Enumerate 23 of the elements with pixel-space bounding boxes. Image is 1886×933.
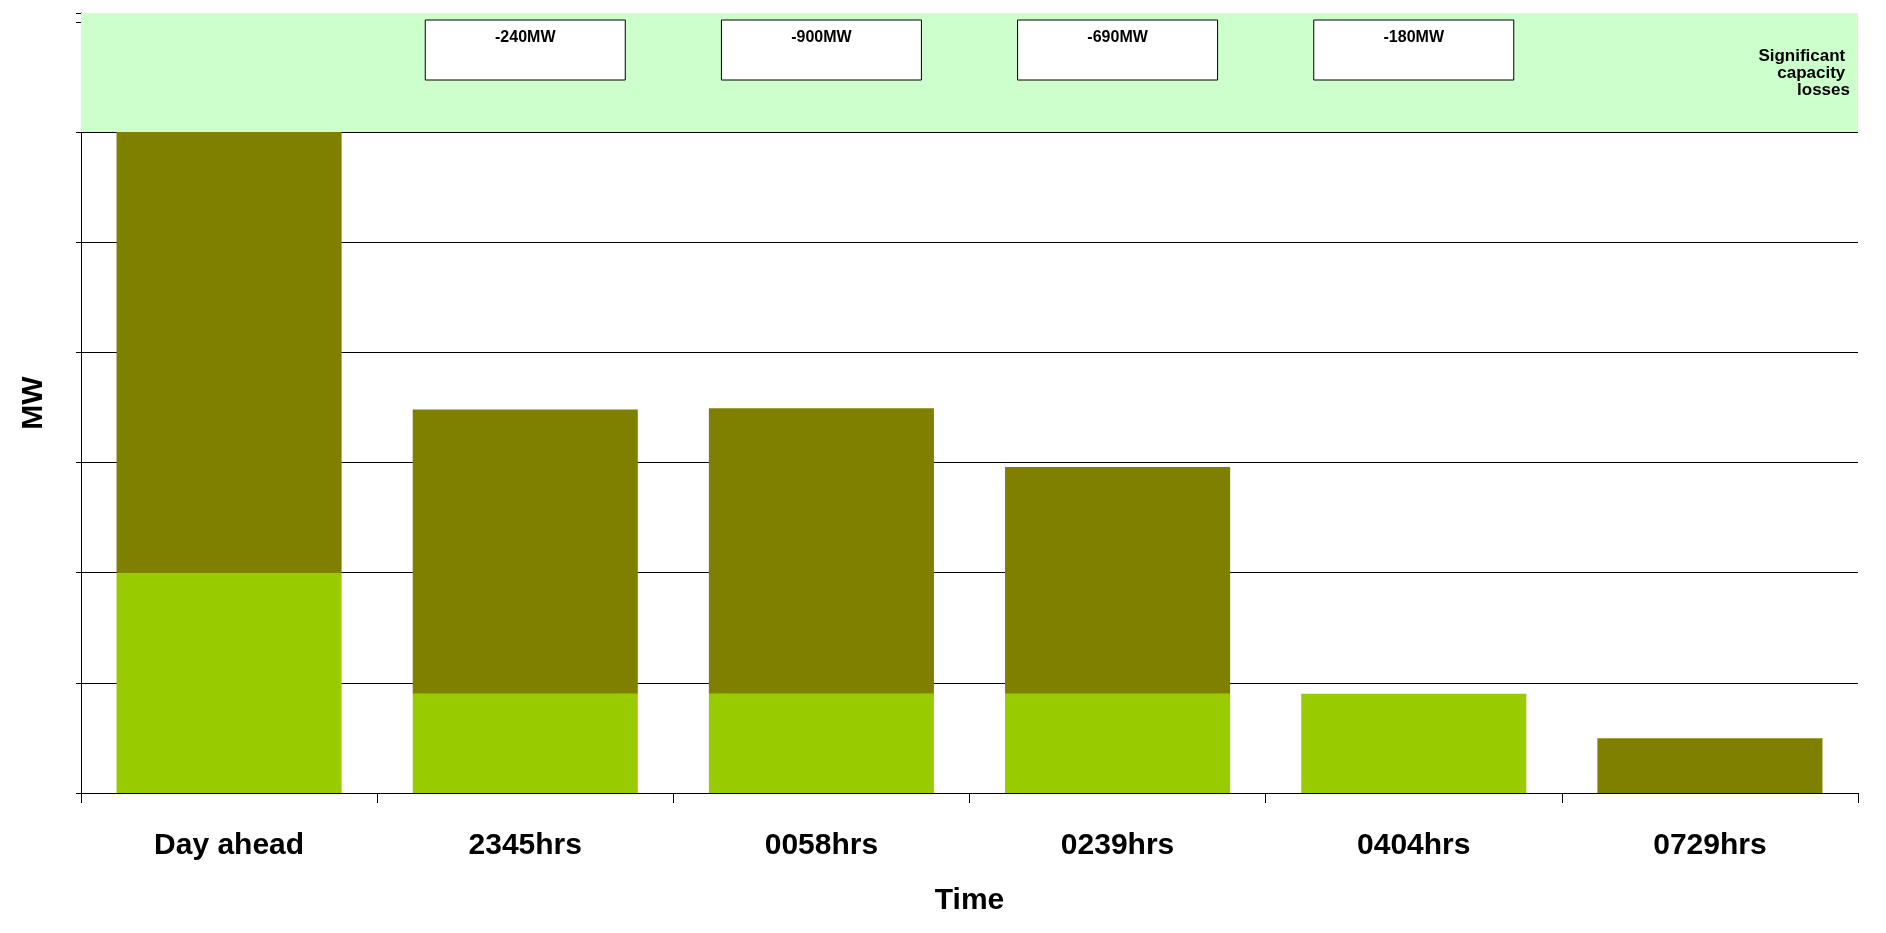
bar — [412, 409, 638, 694]
text: -900MW — [791, 27, 853, 45]
x-tick-label: 2345hrs — [468, 826, 582, 860]
bar — [1005, 693, 1231, 793]
x-tick-label: 0404hrs — [1357, 826, 1471, 860]
bar — [708, 408, 934, 694]
bar — [1597, 738, 1823, 793]
text: -690MW — [1087, 27, 1149, 45]
bar — [1301, 693, 1527, 793]
x-tick-label: 0239hrs — [1060, 826, 1175, 860]
bar — [708, 693, 934, 793]
band-label: Significant capacity losses — [1758, 45, 1850, 99]
x-tick-label: 0729hrs — [1653, 826, 1767, 860]
text: -240MW — [495, 27, 557, 45]
bar — [1005, 467, 1231, 694]
bar — [116, 131, 342, 573]
bar — [412, 693, 638, 793]
x-axis-title: Time — [934, 881, 1005, 915]
y-axis-title: MW — [14, 375, 48, 430]
x-tick-label: Day ahead — [154, 826, 305, 860]
bar — [116, 572, 342, 793]
x-tick-label: 0058hrs — [764, 826, 879, 860]
text: -180MW — [1383, 27, 1445, 45]
